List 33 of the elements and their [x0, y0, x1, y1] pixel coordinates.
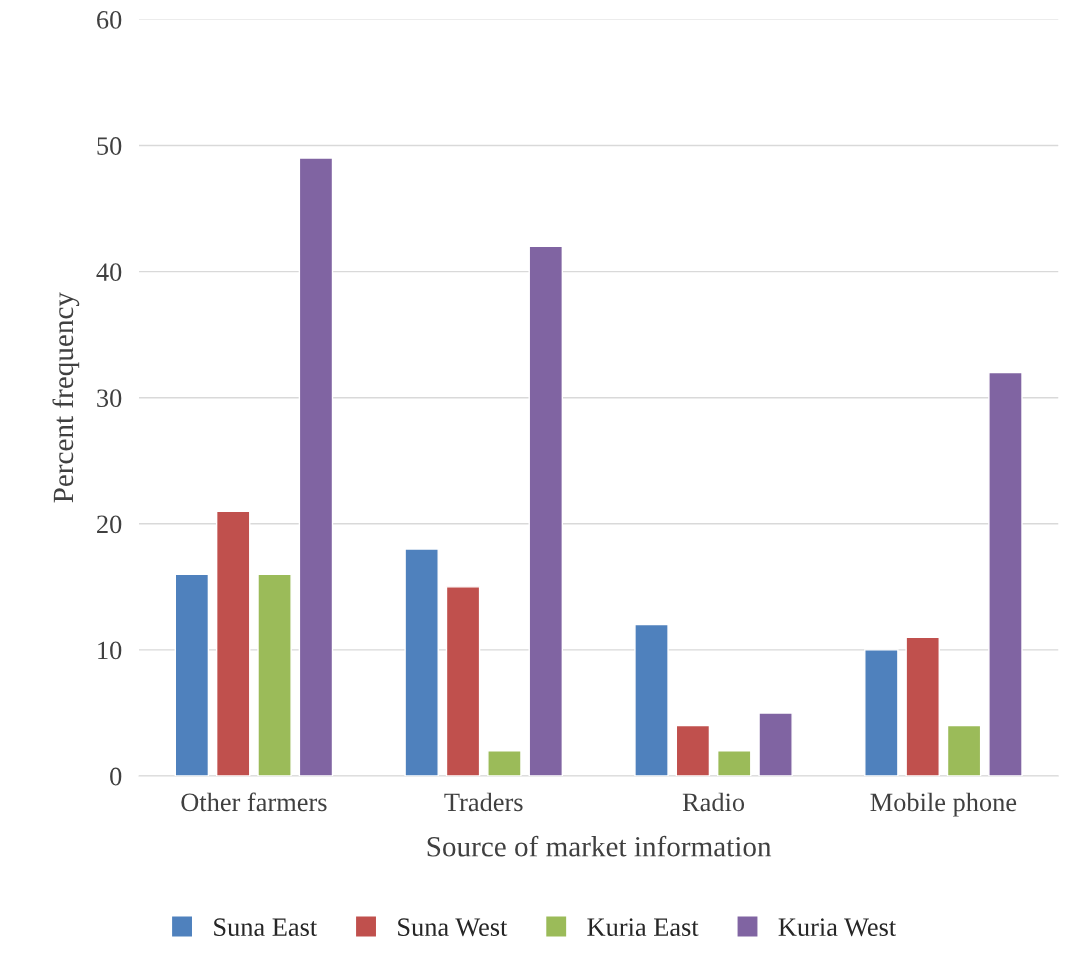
y-tick-label: 30 [97, 389, 122, 408]
y-axis-title: Percent frequency [52, 292, 80, 503]
legend-label: Suna West [398, 918, 508, 937]
legend-label: Suna East [214, 918, 318, 937]
bar [487, 750, 522, 776]
legend-label: Kuria West [778, 918, 897, 937]
bar [528, 245, 564, 776]
y-tick-label: 60 [97, 11, 122, 29]
y-tick-label: 20 [97, 515, 122, 534]
x-axis-title: Source of market information [427, 835, 772, 857]
bar [257, 573, 292, 776]
bar [905, 636, 940, 776]
bar [404, 548, 439, 776]
y-tick-label: 40 [96, 263, 122, 282]
bar [634, 623, 669, 776]
bar [675, 724, 711, 776]
y-tick-label: 10 [98, 641, 122, 660]
bar [946, 724, 982, 776]
bar [988, 371, 1023, 776]
legend-label: Kuria East [587, 918, 699, 937]
bar [215, 510, 251, 776]
bar [758, 712, 793, 776]
bar [445, 586, 481, 776]
x-tick-label: Other farmers [181, 792, 327, 812]
y-tick-label: 0 [110, 767, 122, 786]
x-tick-label: Mobile phone [870, 792, 1017, 817]
bar [174, 573, 210, 776]
bar [298, 157, 334, 776]
x-tick-label: Radio [682, 792, 745, 812]
bar [864, 649, 899, 776]
x-tick-label: Traders [444, 792, 523, 812]
bar [716, 750, 752, 776]
y-tick-label: 50 [97, 137, 122, 155]
